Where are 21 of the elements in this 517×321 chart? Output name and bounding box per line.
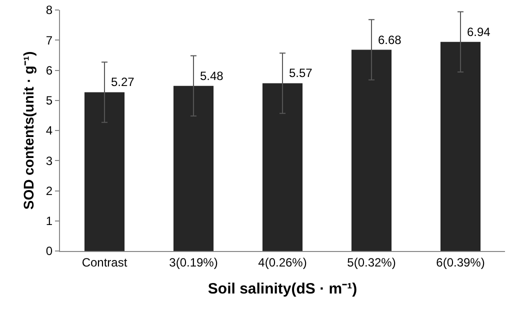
data-label: 6.94 — [467, 25, 491, 39]
y-tick-label: 8 — [46, 3, 53, 18]
y-tick-label: 0 — [46, 244, 53, 258]
y-tick-label: 2 — [46, 184, 53, 198]
data-label: 5.57 — [289, 66, 313, 80]
x-axis-title: Soil salinity(dS · m⁻¹) — [208, 280, 358, 298]
y-tick-label: 7 — [46, 33, 53, 48]
data-label: 5.27 — [111, 75, 135, 89]
data-label: 6.68 — [378, 33, 402, 47]
x-tick-label: 4(0.26%) — [258, 255, 307, 270]
x-tick-label: 6(0.39%) — [436, 255, 485, 270]
y-tick-label: 3 — [46, 154, 53, 168]
x-tick-label: 3(0.19%) — [169, 255, 218, 270]
y-tick-label: 5 — [46, 94, 53, 108]
x-tick-label: Contrast — [82, 255, 128, 270]
data-label: 5.48 — [200, 69, 224, 83]
y-axis-title: SOD contents(unit · g⁻¹) — [20, 51, 37, 210]
y-tick-label: 6 — [46, 63, 53, 78]
y-tick-label: 4 — [46, 124, 53, 138]
y-tick-label: 1 — [46, 214, 53, 228]
x-tick-label: 5(0.32%) — [347, 255, 396, 270]
